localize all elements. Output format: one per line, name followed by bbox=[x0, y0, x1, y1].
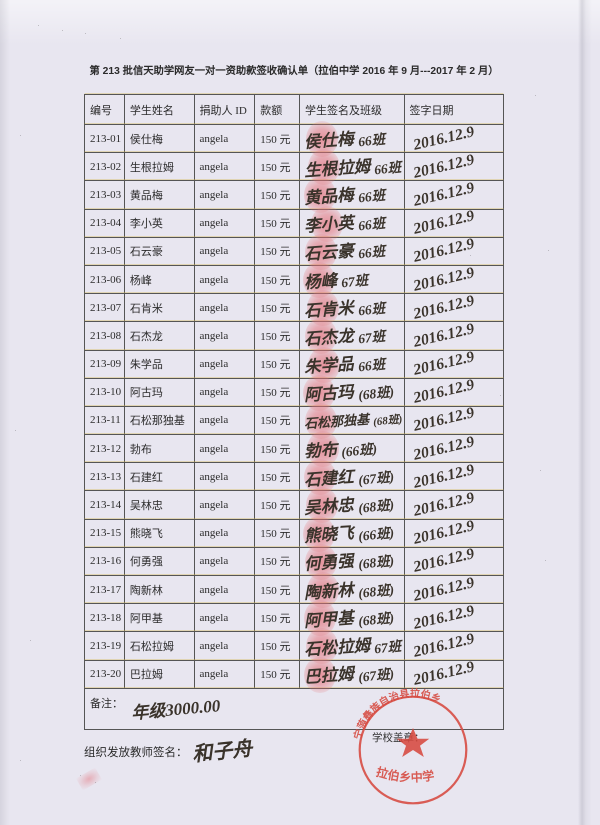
svg-text:拉伯乡中学: 拉伯乡中学 bbox=[375, 764, 436, 785]
svg-text:宁蒗彝族自治县拉伯乡: 宁蒗彝族自治县拉伯乡 bbox=[351, 687, 443, 741]
